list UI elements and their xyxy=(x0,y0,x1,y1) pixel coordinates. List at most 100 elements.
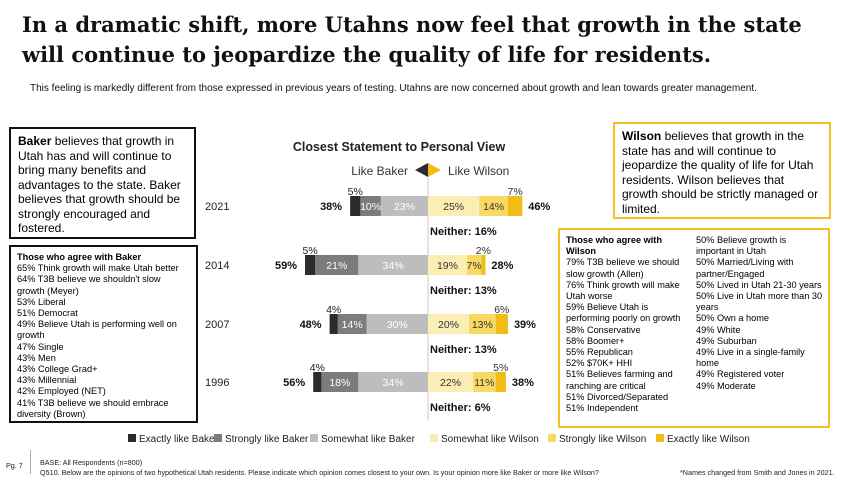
baker-list-item: 43% Men xyxy=(17,352,56,363)
bar-data-label: 34% xyxy=(383,377,404,389)
category-label: 1996 xyxy=(205,377,229,389)
wilson-list-item: 52% $70K+ HHI xyxy=(566,358,633,369)
legend-swatch xyxy=(128,434,136,442)
wilson-list-item: 49% White xyxy=(696,324,741,335)
wilson-statement-box: Wilson believes that growth in the state… xyxy=(613,122,831,219)
bar-data-label: 11% xyxy=(474,377,494,389)
wilson-list-item: 55% Republican xyxy=(566,347,633,358)
wilson-list-item: 49% Registered voter xyxy=(696,369,785,380)
footer-divider xyxy=(30,450,31,474)
wilson-list-item: 58% Conservative xyxy=(566,324,641,335)
wilson-list-col1: Those who agree with Wilson 79% T3B beli… xyxy=(566,235,691,414)
category-label: 2014 xyxy=(205,260,229,272)
bar-segment xyxy=(507,196,523,216)
neither-label: Neither: 6% xyxy=(430,402,491,414)
bar-data-label: 34% xyxy=(383,260,404,272)
chart-title: Closest Statement to Personal View xyxy=(293,140,506,154)
wilson-arrow-icon xyxy=(428,163,441,177)
bar-segment xyxy=(313,372,322,392)
legend-label: Exactly like Wilson xyxy=(667,434,750,445)
bar-segment xyxy=(358,255,428,275)
baker-statement: believes that growth in Utah has and wil… xyxy=(18,134,181,235)
bar-segment xyxy=(329,314,338,334)
bar-segment xyxy=(350,196,361,216)
bar-data-label: 6% xyxy=(494,304,509,316)
wilson-list-item: 50% Live in Utah more than 30 years xyxy=(696,291,823,313)
wilson-list-col2: 50% Believe growth is important in Utah 5… xyxy=(696,235,826,392)
bar-data-label: 10% xyxy=(360,201,381,213)
baker-list-item: 43% College Grad+ xyxy=(17,364,98,375)
baker-list-item: 47% Single xyxy=(17,341,64,352)
wilson-list-item: 50% Married/Living with partner/Engaged xyxy=(696,257,794,279)
bar-segment xyxy=(473,372,496,392)
bar-segment xyxy=(428,255,467,275)
baker-list-item: 53% Liberal xyxy=(17,296,66,307)
wilson-agree-list: Those who agree with Wilson 79% T3B beli… xyxy=(558,228,830,428)
wilson-list-item: 50% Believe growth is important in Utah xyxy=(696,235,787,257)
right-side-label: Like Wilson xyxy=(448,164,509,178)
bar-segment xyxy=(428,372,474,392)
bar-data-label: 21% xyxy=(326,260,347,272)
legend-label: Exactly like Baker xyxy=(139,434,219,445)
wilson-total-label: 46% xyxy=(528,201,550,213)
bar-data-label: 13% xyxy=(472,319,493,331)
baker-total-label: 38% xyxy=(320,201,342,213)
bar-segment xyxy=(358,372,428,392)
baker-list-item: 43% Millennial xyxy=(17,375,77,386)
legend-label: Strongly like Wilson xyxy=(559,434,646,445)
bar-segment xyxy=(479,196,508,216)
wilson-list-item: 76% Think growth will make Utah worse xyxy=(566,279,680,302)
legend-swatch xyxy=(214,434,222,442)
bar-data-label: 4% xyxy=(310,362,325,374)
category-label: 2007 xyxy=(205,319,229,331)
baker-list-item: 64% T3B believe we shouldn't slow growth… xyxy=(17,274,161,296)
wilson-list-col1-items: 79% T3B believe we should slow growth (A… xyxy=(566,257,691,414)
baker-list-items: 65% Think growth will make Utah better 64… xyxy=(17,263,190,420)
bar-segment xyxy=(360,196,381,216)
baker-arrow-icon xyxy=(415,163,428,177)
wilson-list-item: 49% Live in a single-family home xyxy=(696,347,805,369)
wilson-list-item: 49% Suburban xyxy=(696,335,757,346)
baker-agree-list: Those who agree with Baker 65% Think gro… xyxy=(9,245,198,423)
question-note: Q510. Below are the opinions of two hypo… xyxy=(40,468,599,477)
bar-data-label: 19% xyxy=(437,260,458,272)
legend-swatch xyxy=(656,434,664,442)
bar-data-label: 25% xyxy=(443,201,464,213)
baker-list-item: 51% Democrat xyxy=(17,308,78,319)
bar-segment xyxy=(366,314,428,334)
bar-data-label: 7% xyxy=(467,260,482,272)
bar-data-label: 7% xyxy=(508,186,523,198)
bar-segment xyxy=(305,255,316,275)
legend-label: Somewhat like Wilson xyxy=(441,434,539,445)
wilson-total-label: 28% xyxy=(491,260,513,272)
bar-segment xyxy=(481,255,486,275)
legend-label: Somewhat like Baker xyxy=(321,434,416,445)
bar-data-label: 14% xyxy=(483,201,504,213)
legend-swatch xyxy=(310,434,318,442)
baker-list-item: 41% T3B believe we should embrace divers… xyxy=(17,397,169,419)
baker-list-heading: Those who agree with Baker xyxy=(17,252,142,262)
bar-segment xyxy=(337,314,367,334)
baker-list-item: 65% Think growth will make Utah better xyxy=(17,263,179,274)
wilson-list-item: 49% Moderate xyxy=(696,380,756,391)
wilson-list-item: 51% Divorced/Separated xyxy=(566,391,669,402)
wilson-list-heading: Those who agree with Wilson xyxy=(566,235,662,257)
bar-data-label: 4% xyxy=(326,304,341,316)
category-label: 2021 xyxy=(205,201,229,213)
page-subtitle: This feeling is markedly different from … xyxy=(30,83,757,94)
bar-data-label: 2% xyxy=(476,245,491,257)
baker-statement-box: Baker believes that growth in Utah has a… xyxy=(9,127,196,239)
bar-segment xyxy=(466,255,482,275)
baker-list-item: 42% Employed (NET) xyxy=(17,386,106,397)
bar-data-label: 14% xyxy=(342,319,363,331)
bar-data-label: 18% xyxy=(329,377,350,389)
wilson-total-label: 38% xyxy=(512,377,534,389)
wilson-list-item: 51% Believes farming and ranching are cr… xyxy=(566,369,673,391)
wilson-name: Wilson xyxy=(622,129,662,143)
bar-data-label: 5% xyxy=(493,362,508,374)
page-title: In a dramatic shift, more Utahns now fee… xyxy=(22,12,802,67)
baker-total-label: 56% xyxy=(283,377,305,389)
wilson-list-item: 51% Independent xyxy=(566,403,639,414)
bar-data-label: 22% xyxy=(440,377,461,389)
